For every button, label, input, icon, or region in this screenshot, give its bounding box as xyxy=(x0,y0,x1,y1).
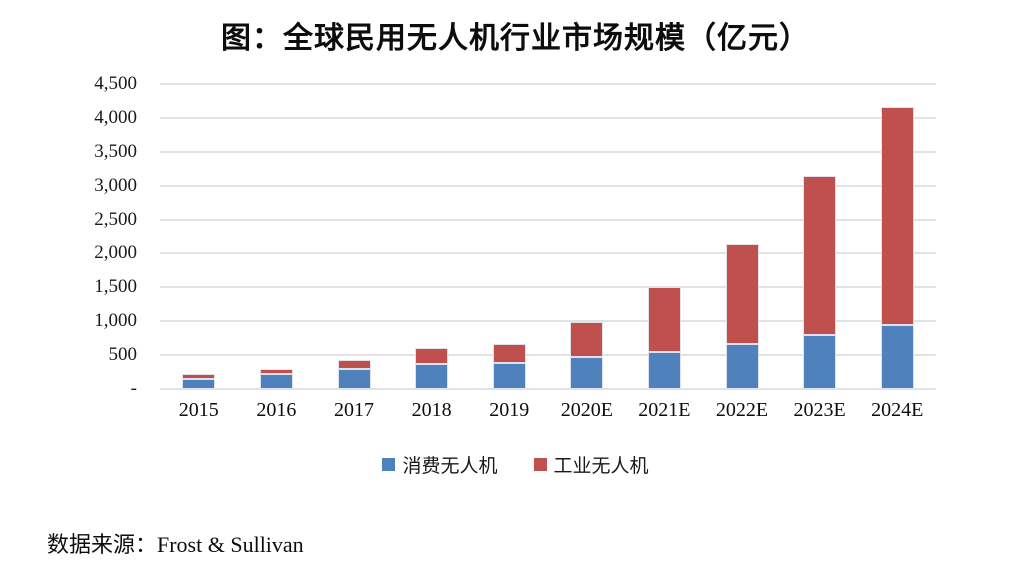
bar-segment-工业无人机 xyxy=(337,359,371,370)
bar-segment-消费无人机 xyxy=(337,369,371,389)
bar-2024E xyxy=(880,84,914,389)
bar-segment-工业无人机 xyxy=(182,374,216,379)
bar-2016 xyxy=(259,84,293,389)
bar-2017 xyxy=(337,84,371,389)
bar-segment-工业无人机 xyxy=(570,321,604,358)
y-tick-label: 2,000 xyxy=(94,242,137,264)
gridline xyxy=(160,83,936,85)
bar-2021E xyxy=(647,84,681,389)
bar-segment-消费无人机 xyxy=(570,357,604,389)
bar-2018 xyxy=(415,84,449,389)
legend-label: 工业无人机 xyxy=(553,456,649,477)
y-tick-label: 1,000 xyxy=(94,310,137,332)
gridline xyxy=(160,388,936,390)
bar-segment-消费无人机 xyxy=(880,324,914,389)
x-tick-label-2023E: 2023E xyxy=(793,399,846,421)
bar-segment-消费无人机 xyxy=(803,335,837,389)
x-tick-label-2020E: 2020E xyxy=(560,399,613,421)
bar-segment-工业无人机 xyxy=(803,175,837,336)
bar-segment-消费无人机 xyxy=(647,351,681,389)
gridline xyxy=(160,252,936,255)
bar-segment-消费无人机 xyxy=(492,362,526,389)
bar-segment-工业无人机 xyxy=(259,369,293,375)
y-tick-label: 2,500 xyxy=(94,208,137,230)
bar-2020E xyxy=(570,84,604,389)
y-tick-label: 4,500 xyxy=(94,73,137,94)
bar-segment-消费无人机 xyxy=(725,344,759,389)
x-tick-label-2018: 2018 xyxy=(411,399,452,421)
gridline xyxy=(160,184,936,187)
bar-segment-消费无人机 xyxy=(182,378,216,389)
x-tick-label-2015: 2015 xyxy=(178,399,219,421)
x-tick-label-2019: 2019 xyxy=(489,399,530,421)
y-tick-label: 500 xyxy=(108,344,138,366)
gridline xyxy=(160,354,936,357)
gridline xyxy=(160,286,936,289)
bar-segment-消费无人机 xyxy=(415,363,449,389)
plot-area xyxy=(160,83,936,390)
bar-2015 xyxy=(182,84,216,389)
bar-segment-消费无人机 xyxy=(259,374,293,389)
x-tick-label-2021E: 2021E xyxy=(638,399,691,421)
legend-item: 工业无人机 xyxy=(533,451,649,478)
chart-title: 图：全球民用无人机行业市场规模（亿元） xyxy=(221,22,810,55)
x-tick-label-2024E: 2024E xyxy=(871,399,924,421)
gridline xyxy=(160,116,936,119)
bar-2023E xyxy=(803,84,837,389)
bar-segment-工业无人机 xyxy=(415,348,449,364)
y-tick-label: 4,000 xyxy=(94,106,137,128)
y-tick-label: 3,500 xyxy=(94,140,137,162)
bar-segment-工业无人机 xyxy=(725,243,759,345)
chart-legend: 消费无人机 工业无人机 xyxy=(0,451,1031,478)
gridline xyxy=(160,150,936,153)
legend-item: 消费无人机 xyxy=(382,451,498,478)
bar-segment-工业无人机 xyxy=(492,344,526,363)
y-tick-label: 3,000 xyxy=(94,174,137,196)
legend-swatch-icon xyxy=(382,458,396,471)
legend-label: 消费无人机 xyxy=(402,456,498,477)
bar-2022E xyxy=(725,84,759,389)
bar-segment-工业无人机 xyxy=(647,287,681,352)
gridline xyxy=(160,218,936,221)
x-tick-label-2022E: 2022E xyxy=(715,399,769,421)
gridline xyxy=(160,320,936,323)
bar-segment-工业无人机 xyxy=(880,107,914,325)
source-note: 数据来源：Frost & Sullivan xyxy=(47,532,304,557)
y-tick-label: 1,500 xyxy=(94,276,137,298)
y-tick-label: - xyxy=(130,378,137,399)
legend-swatch-icon xyxy=(533,458,547,471)
x-tick-label-2017: 2017 xyxy=(333,399,374,421)
bar-2019 xyxy=(492,84,526,389)
x-tick-label-2016: 2016 xyxy=(256,399,297,421)
